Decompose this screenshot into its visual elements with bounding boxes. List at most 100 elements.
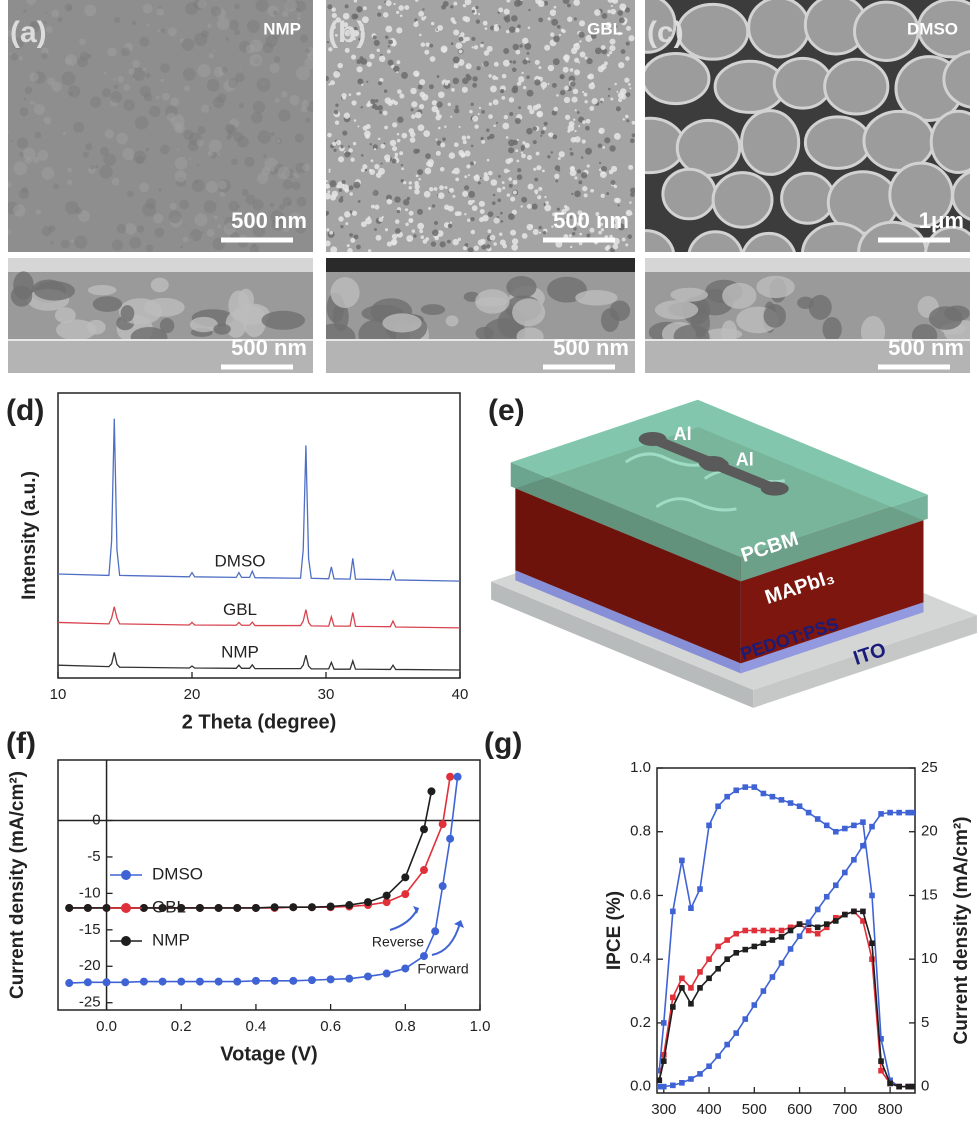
texture xyxy=(483,60,489,67)
texture xyxy=(197,0,207,9)
texture xyxy=(481,110,485,114)
x-tick-label: 600 xyxy=(787,1101,812,1118)
texture xyxy=(273,56,281,63)
texture xyxy=(424,167,432,175)
texture xyxy=(573,17,577,21)
texture xyxy=(406,196,411,201)
data-point xyxy=(787,800,794,806)
data-point xyxy=(909,809,915,816)
cs-texture xyxy=(928,306,963,330)
texture xyxy=(160,144,170,155)
texture xyxy=(612,243,619,250)
texture xyxy=(470,144,474,148)
texture xyxy=(335,17,341,23)
texture xyxy=(505,29,510,34)
texture xyxy=(170,97,180,107)
texture xyxy=(566,213,570,217)
texture xyxy=(611,0,619,4)
texture xyxy=(48,225,56,233)
texture xyxy=(385,157,391,163)
cross-section xyxy=(8,258,313,373)
data-point xyxy=(805,809,812,816)
texture xyxy=(471,9,475,13)
texture xyxy=(472,82,478,88)
texture xyxy=(391,240,397,246)
texture xyxy=(464,185,470,191)
texture xyxy=(534,59,540,65)
texture xyxy=(578,241,583,246)
y-tick-label: -10 xyxy=(79,884,101,901)
texture xyxy=(493,242,497,246)
texture xyxy=(346,244,350,248)
texture xyxy=(493,124,496,127)
texture xyxy=(503,114,509,120)
texture xyxy=(326,179,328,183)
texture xyxy=(333,148,337,152)
texture xyxy=(208,139,222,153)
grain xyxy=(645,0,677,54)
texture xyxy=(124,223,137,235)
texture xyxy=(609,145,616,152)
texture xyxy=(450,42,454,46)
texture xyxy=(508,147,515,154)
texture xyxy=(387,198,391,203)
texture xyxy=(474,124,479,129)
texture xyxy=(430,21,435,26)
data-point xyxy=(842,911,848,918)
texture xyxy=(282,10,289,18)
data-point xyxy=(751,927,758,934)
texture xyxy=(626,211,630,215)
data-point xyxy=(446,772,455,781)
data-point xyxy=(733,930,740,937)
texture xyxy=(369,53,375,60)
texture xyxy=(502,186,506,190)
data-point xyxy=(427,787,436,796)
texture xyxy=(367,249,372,252)
texture xyxy=(369,143,372,146)
texture xyxy=(344,151,351,158)
texture xyxy=(579,232,583,236)
data-point xyxy=(724,793,730,800)
texture xyxy=(427,159,434,166)
y2-tick-label: 5 xyxy=(921,1014,929,1031)
texture xyxy=(429,56,436,62)
data-point xyxy=(869,892,875,899)
series-line xyxy=(58,418,460,582)
plot-frame xyxy=(57,759,481,1011)
texture xyxy=(552,58,560,66)
texture xyxy=(515,49,521,55)
y2-axis-label: Current density (mA/cm²) xyxy=(951,816,972,1044)
texture xyxy=(472,76,478,82)
texture xyxy=(228,19,239,30)
texture xyxy=(410,108,414,112)
texture xyxy=(415,148,420,154)
texture xyxy=(255,0,269,12)
texture xyxy=(272,10,279,16)
texture xyxy=(67,179,73,185)
texture xyxy=(505,136,509,139)
texture xyxy=(372,189,379,196)
texture xyxy=(554,165,561,171)
texture xyxy=(423,16,427,19)
texture xyxy=(415,0,419,2)
texture xyxy=(377,12,382,17)
texture xyxy=(34,131,42,139)
texture xyxy=(289,94,300,106)
texture xyxy=(553,35,560,43)
texture xyxy=(217,224,222,229)
texture xyxy=(586,164,590,168)
texture xyxy=(228,200,240,212)
texture xyxy=(366,61,372,67)
y-tick-label: 1.0 xyxy=(630,759,651,776)
texture xyxy=(180,245,184,249)
texture xyxy=(464,213,467,216)
scale-bar-label: 500 nm xyxy=(231,208,307,233)
texture xyxy=(270,210,285,225)
data-point xyxy=(697,886,703,892)
texture xyxy=(464,16,471,23)
texture xyxy=(24,86,33,95)
texture xyxy=(366,80,369,83)
data-point xyxy=(851,856,857,863)
texture xyxy=(433,187,438,191)
texture xyxy=(490,25,495,31)
